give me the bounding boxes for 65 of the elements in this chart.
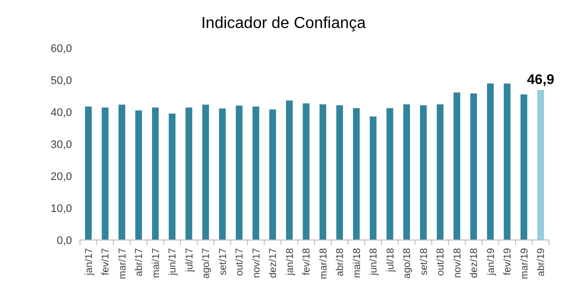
bar [504,84,510,240]
bar [168,114,176,240]
y-tick-label: 30,0 [50,138,72,151]
x-tick-label: mar/17 [117,248,128,280]
x-tick-label: abr/17 [134,248,146,276]
x-tick-label: jan/19 [486,248,497,276]
bar [252,106,260,240]
x-tick-label: jul/18 [385,248,396,273]
bar [487,84,494,240]
bar [454,92,460,240]
bar [102,108,108,240]
bar [537,90,544,240]
chart-title: Indicador de Confiança [201,15,366,32]
x-tick-label: mar/19 [519,248,530,280]
bar [353,108,360,240]
bar [386,108,394,240]
x-tick-label: ago/17 [201,248,212,279]
bar [520,94,528,240]
y-tick-label: 10,0 [50,202,72,215]
x-tick-label: dez/18 [469,248,480,278]
y-tick-label: 0,0 [56,234,72,247]
bar [403,104,410,240]
x-tick-label: fev/17 [100,248,112,276]
x-tick-label: jun/18 [368,248,380,276]
data-label: 46,9 [527,70,554,87]
x-tick-label: set/17 [218,248,229,276]
x-tick-label: jan/17 [84,248,95,276]
x-tick-label: abr/18 [335,248,346,276]
x-tick-label: out/17 [234,248,246,276]
bar [186,108,192,240]
x-tick-label: set/18 [418,248,430,276]
bar [436,104,444,240]
x-tick-label: fev/19 [502,248,514,276]
bar [219,108,226,240]
x-tick-label: dez/17 [268,248,280,278]
bar [320,104,326,240]
x-tick-label: mar/18 [318,248,330,280]
bar [370,116,376,240]
bar [269,109,276,240]
bar [152,108,159,240]
bar [236,106,242,240]
bar [202,104,209,240]
bar [336,105,343,240]
x-tick-label: nov/18 [452,248,464,278]
x-tick-label: abr/19 [536,248,548,276]
x-tick-label: ago/18 [402,248,414,279]
bar [420,105,427,240]
bar [135,110,142,240]
y-tick-label: 40,0 [50,106,72,119]
x-tick-label: out/18 [436,248,447,276]
y-tick-label: 50,0 [50,74,72,87]
bar [118,104,126,240]
bar [85,106,92,240]
bar [302,103,310,240]
x-tick-label: jul/17 [184,248,196,273]
x-tick-label: mai/18 [352,248,363,278]
y-tick-label: 20,0 [50,170,72,183]
x-tick-label: jan/18 [284,248,296,276]
x-tick-label: jun/17 [168,248,179,276]
x-tick-label: fev/18 [302,248,313,276]
bar [470,93,477,240]
bar [286,100,293,240]
y-tick-label: 60,0 [50,42,72,55]
x-tick-label: nov/17 [251,248,262,278]
x-tick-label: mai/17 [150,248,162,278]
